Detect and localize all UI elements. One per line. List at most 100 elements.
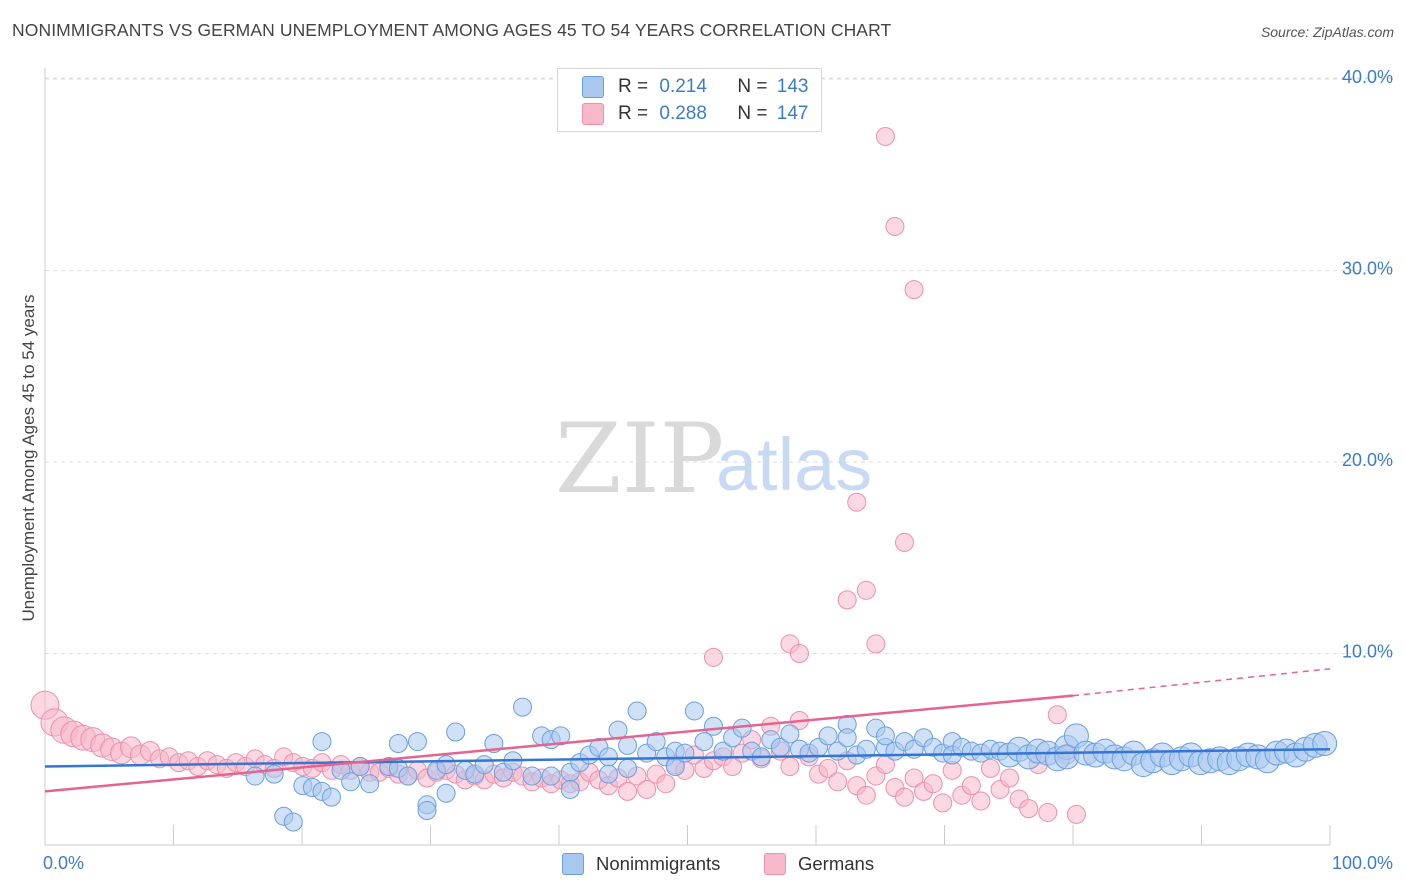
nonimmigrants-point: [341, 772, 361, 792]
nonimmigrants-point: [627, 701, 647, 721]
legend-swatch-blue: [582, 75, 604, 98]
nonimmigrants-point: [541, 766, 561, 786]
nonimmigrants-point: [560, 779, 580, 799]
nonimmigrants-point: [360, 774, 380, 794]
x-tick-label: 0.0%: [43, 853, 84, 873]
germans-point: [704, 647, 723, 667]
germans-point: [923, 774, 943, 794]
nonimmigrants-point: [474, 755, 494, 775]
nonimmigrants-point: [522, 766, 542, 786]
germans-point: [656, 774, 676, 794]
nonimmigrants-trend-line: [44, 748, 1331, 768]
germans-point: [895, 787, 914, 807]
axes: [44, 68, 1331, 846]
germans-point: [780, 756, 800, 776]
nonimmigrants-point: [312, 732, 332, 752]
nonimmigrants-point: [388, 734, 408, 754]
trend-lines: [44, 668, 1331, 793]
nonimmigrants-point: [283, 812, 303, 832]
germans-point: [875, 126, 895, 146]
nonimmigrants-point: [684, 701, 704, 721]
nonimmigrants-point: [837, 728, 857, 748]
nonimmigrants-point: [713, 741, 733, 761]
tick-labels: 10.0% 20.0% 30.0% 40.0% 0.0% 100.0%: [43, 67, 1393, 873]
bottom-legend-germans: Germans: [764, 851, 874, 877]
germans-point: [837, 590, 857, 610]
nonimmigrants-point: [618, 758, 638, 778]
bottom-legend-swatch-pink: [764, 853, 786, 875]
legend-row-germans: R = 0.288 N = 147: [582, 100, 808, 127]
nonimmigrants-point: [551, 726, 571, 746]
nonimmigrants-point: [436, 783, 456, 803]
nonimmigrants-point: [398, 766, 418, 786]
nonimmigrants-point: [646, 732, 666, 752]
nonimmigrants-point: [818, 726, 838, 746]
watermark-zip: ZIP: [555, 403, 724, 515]
germans-trend-line: [44, 694, 1074, 793]
legend-swatch-pink: [582, 102, 604, 125]
chart-title: NONIMMIGRANTS VS GERMAN UNEMPLOYMENT AMO…: [12, 20, 892, 40]
germans-point: [818, 758, 838, 778]
germans-point: [856, 580, 876, 600]
nonimmigrants-point: [704, 716, 723, 736]
watermark: ZIP atlas: [555, 403, 872, 515]
legend-r-value: 0.214: [659, 75, 707, 97]
y-tick-label: 10.0%: [1342, 642, 1393, 662]
germans-point: [847, 492, 867, 512]
nonimmigrants-point: [264, 764, 284, 784]
germans-point: [1038, 802, 1058, 822]
germans-point: [980, 758, 1000, 778]
nonimmigrants-point: [780, 724, 800, 744]
y-tick-label: 20.0%: [1342, 450, 1393, 470]
nonimmigrants-point: [598, 747, 618, 767]
germans-point: [1019, 799, 1039, 819]
legend-n-label: N =: [737, 102, 768, 124]
y-tick-label: 30.0%: [1342, 259, 1393, 279]
germans-point: [866, 634, 886, 654]
germans-point: [895, 532, 914, 552]
germans-point: [971, 791, 991, 811]
legend-r-value: 0.288: [659, 102, 707, 124]
bottom-legend-swatch-blue: [562, 853, 584, 875]
germans-point: [933, 793, 953, 813]
nonimmigrants-point: [875, 726, 895, 746]
legend-n-value: 143: [776, 75, 809, 97]
bottom-legend-nonimmigrants: Nonimmigrants: [562, 851, 720, 877]
germans-point: [904, 768, 924, 788]
legend-r-label: R =: [618, 102, 649, 124]
germans-trend-extension: [1072, 668, 1331, 697]
legend-row-nonimmigrants: R = 0.214 N = 143: [582, 73, 808, 100]
germans-point: [885, 216, 905, 236]
legend: R = 0.214 N = 143 R = 0.288 N = 147: [557, 68, 822, 132]
germans-point: [904, 280, 924, 300]
nonimmigrants-point: [598, 764, 618, 784]
x-tick-label: 100.0%: [1332, 853, 1393, 873]
legend-r-label: R =: [618, 75, 649, 97]
watermark-atlas: atlas: [716, 423, 872, 506]
germans-point: [637, 779, 657, 799]
nonimmigrants-point: [856, 739, 876, 759]
bottom-legend-label: Germans: [798, 853, 875, 874]
nonimmigrants-point: [407, 732, 427, 752]
legend-n-label: N =: [737, 75, 768, 97]
nonimmigrants-point: [675, 743, 695, 763]
y-axis-label: Unemployment Among Ages 45 to 54 years: [19, 295, 38, 622]
nonimmigrants-point: [436, 755, 456, 775]
y-tick-label: 40.0%: [1342, 67, 1393, 87]
germans-point: [856, 785, 876, 805]
grid-lines: [45, 77, 1395, 654]
nonimmigrants-point: [513, 697, 532, 717]
bottom-legend-label: Nonimmigrants: [596, 853, 721, 874]
nonimmigrants-point: [618, 735, 638, 755]
germans-point: [828, 772, 848, 792]
legend-n-value: 147: [776, 102, 809, 124]
germans-point: [1066, 804, 1086, 824]
germans-point: [1047, 705, 1067, 725]
nonimmigrants-point: [1312, 731, 1338, 757]
germans-point: [618, 781, 638, 801]
germans-point: [789, 644, 809, 663]
germans-point: [1000, 768, 1020, 788]
nonimmigrants-point: [694, 732, 714, 752]
germans-point: [961, 776, 981, 796]
